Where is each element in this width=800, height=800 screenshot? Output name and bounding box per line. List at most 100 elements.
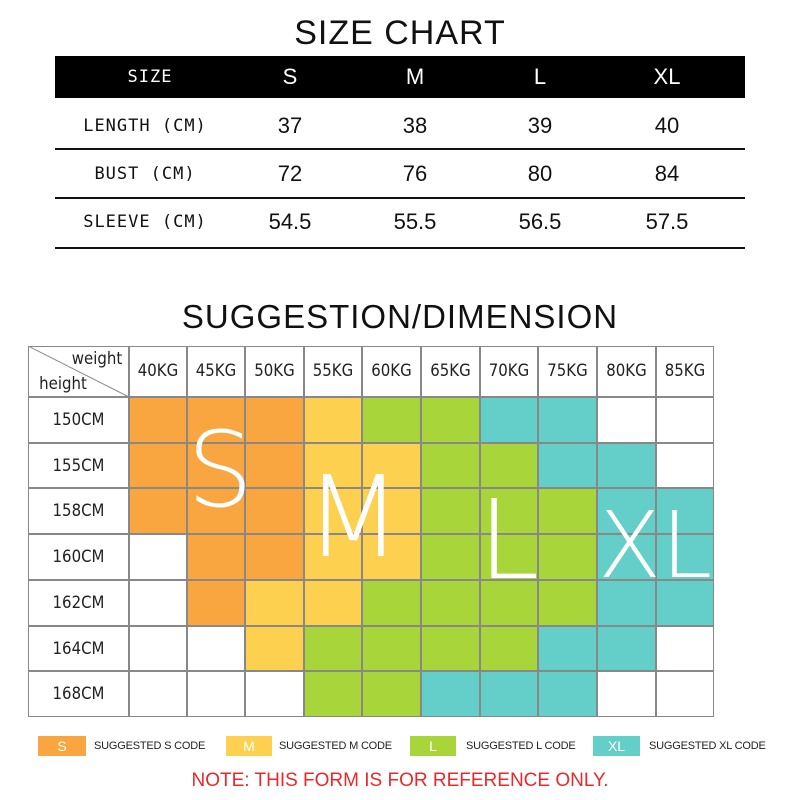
weight-header-cell: 55KG [304, 346, 362, 397]
grid-cell-m [304, 488, 362, 534]
bust-xl: 84 [654, 161, 680, 186]
grid-cell-s [129, 397, 187, 443]
legend-swatch-m: M [226, 736, 272, 756]
big-letter-l: L [478, 476, 540, 604]
row-divider [55, 148, 745, 150]
weight-header-cell: 75KG [538, 346, 597, 397]
size-header-label: SIZE [127, 67, 173, 87]
weight-label: 55KG [312, 361, 354, 381]
grid-cell-l [538, 534, 597, 580]
grid-cell-empty [656, 397, 714, 443]
grid-cell-xl [656, 580, 714, 626]
weight-header-cell: 70KG [480, 346, 538, 397]
bust-s: 72 [277, 161, 303, 186]
grid-cell-l [480, 534, 538, 580]
grid-cell-l [480, 626, 538, 671]
grid-cell-l [538, 488, 597, 534]
grid-cell-m [304, 534, 362, 580]
row-label-bust: BUST (CM) [94, 164, 196, 184]
grid-cell-m [362, 443, 421, 488]
height-header-cell: 162CM [28, 580, 129, 626]
suggestion-title: SUGGESTION/DIMENSION [181, 298, 619, 335]
grid-cell-empty [656, 443, 714, 488]
grid-cell-xl [656, 488, 714, 534]
grid-cell-s [245, 397, 304, 443]
grid-cell-xl [480, 397, 538, 443]
grid-cell-l [421, 626, 480, 671]
big-letter-xl: XL [598, 492, 713, 599]
grid-cell-l [362, 397, 421, 443]
height-header-cell: 168CM [28, 671, 129, 717]
big-letter-m: M [305, 453, 402, 583]
sleeve-s: 54.5 [268, 209, 312, 234]
height-label: 150CM [52, 410, 105, 430]
grid-cell-l [421, 534, 480, 580]
weight-label: 65KG [430, 361, 471, 381]
grid-cell-xl [480, 671, 538, 717]
grid-cell-s [245, 534, 304, 580]
corner-weight-label: weight [71, 349, 123, 369]
grid-cell-s [245, 443, 304, 488]
grid-cell-s [187, 397, 245, 443]
grid-cell-empty [129, 626, 187, 671]
grid-cell-s [187, 534, 245, 580]
weight-label: 70KG [488, 361, 530, 381]
grid-cell-empty [597, 671, 656, 717]
grid-cell-s [129, 488, 187, 534]
weight-header-cell: 60KG [362, 346, 421, 397]
length-l: 39 [527, 113, 553, 138]
grid-cell-l [362, 671, 421, 717]
weight-header-cell: 65KG [421, 346, 480, 397]
height-header-cell: 160CM [28, 534, 129, 580]
row-divider [55, 197, 745, 199]
size-l-header: L [533, 64, 547, 89]
grid-cell-empty [245, 671, 304, 717]
corner-height-label: height [39, 374, 87, 394]
bust-l: 80 [527, 161, 553, 186]
height-label: 155CM [52, 455, 105, 476]
weight-header-cell: 80KG [597, 346, 656, 397]
legend-swatch-s: S [38, 736, 86, 756]
grid-cell-xl [538, 443, 597, 488]
grid-cell-l [421, 580, 480, 626]
grid-cell-xl [421, 671, 480, 717]
weight-header-cell: 50KG [245, 346, 304, 397]
grid-cell-s [129, 443, 187, 488]
weight-label: 60KG [371, 361, 412, 381]
legend-text-l: SUGGESTED L CODE [466, 740, 576, 752]
sleeve-m: 55.5 [393, 209, 437, 234]
weight-label: 45KG [195, 361, 237, 381]
row-divider [55, 247, 745, 249]
grid-cell-empty [129, 534, 187, 580]
grid-cell-empty [597, 397, 656, 443]
grid-cell-xl [597, 443, 656, 488]
bust-m: 76 [402, 161, 428, 186]
grid-cell-m [362, 488, 421, 534]
size-chart-title: SIZE CHART [294, 14, 506, 52]
grid-cell-s [245, 488, 304, 534]
grid-cell-l [362, 626, 421, 671]
grid-cell-empty [187, 626, 245, 671]
corner-diagonal [28, 346, 129, 397]
grid-cell-l [304, 626, 362, 671]
weight-label: 40KG [137, 361, 179, 381]
grid-cell-l [480, 580, 538, 626]
grid-cell-xl [538, 397, 597, 443]
height-header-cell: 164CM [28, 626, 129, 671]
grid-cell-l [421, 397, 480, 443]
grid-cell-xl [656, 534, 714, 580]
grid-cell-empty [129, 671, 187, 717]
weight-label: 75KG [547, 361, 588, 381]
grid-cell-l [421, 488, 480, 534]
grid-cell-empty [129, 580, 187, 626]
grid-cell-xl [597, 626, 656, 671]
legend-swatch-l: L [410, 736, 456, 756]
grid-cell-xl [597, 580, 656, 626]
grid-cell-m [245, 580, 304, 626]
grid-cell-s [187, 443, 245, 488]
grid-cell-xl [538, 626, 597, 671]
weight-label: 80KG [606, 361, 647, 381]
weight-label: 85KG [664, 361, 706, 381]
grid-cell-empty [656, 626, 714, 671]
weight-label: 50KG [254, 361, 295, 381]
